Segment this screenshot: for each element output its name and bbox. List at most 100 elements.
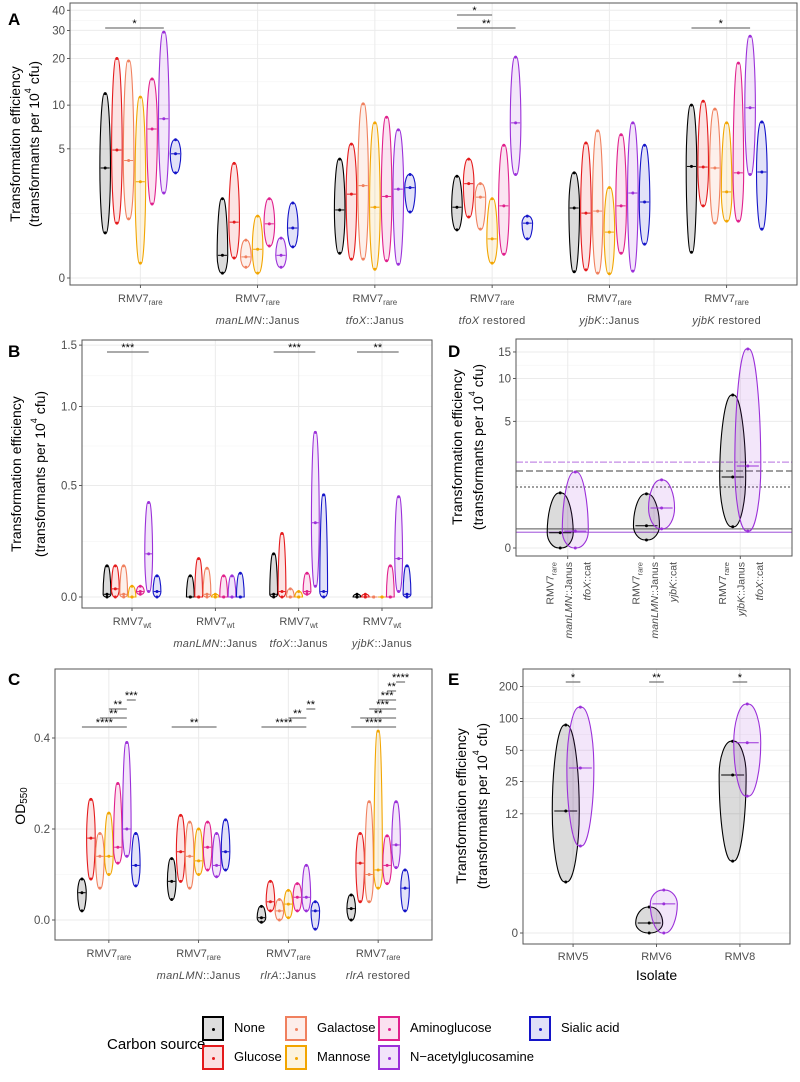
x-axis-title: Isolate	[636, 967, 677, 983]
label-subscript: rare	[266, 298, 281, 307]
label-run: ::Janus	[220, 638, 258, 650]
y-tick-label: 1.0	[61, 401, 77, 413]
violin-group: *** RMV7wt	[102, 342, 162, 630]
violin	[202, 567, 212, 598]
violin	[256, 905, 267, 923]
data-point	[396, 128, 400, 132]
data-point	[373, 267, 377, 271]
data-point	[130, 584, 134, 588]
data-point	[760, 227, 764, 231]
data-point	[380, 595, 384, 599]
data-point	[731, 475, 735, 479]
data-point	[748, 106, 752, 110]
data-point	[130, 595, 134, 599]
y-axis-title-main: Transformation efficiency	[449, 369, 465, 525]
label-run: ::Janus	[203, 970, 241, 982]
violin	[310, 901, 321, 930]
label-run: restored	[479, 315, 525, 327]
label-run: rlrA	[260, 970, 278, 982]
data-point	[162, 191, 166, 195]
y-tick-label: 50	[505, 745, 518, 757]
label-subscript: wt	[309, 621, 319, 630]
violin	[373, 730, 383, 889]
data-point	[197, 557, 201, 561]
y-tick-label: 0	[59, 273, 65, 285]
data-point	[644, 492, 648, 496]
data-point	[689, 164, 693, 168]
label-subscript: rare	[549, 562, 558, 575]
data-point	[376, 886, 380, 890]
data-point	[89, 797, 93, 801]
data-point	[643, 242, 647, 246]
data-point	[689, 103, 693, 107]
data-point	[244, 255, 248, 259]
y-tick-label: 0.5	[61, 481, 77, 493]
significance-label: ***	[288, 342, 302, 354]
data-point	[322, 595, 326, 599]
data-point	[408, 173, 412, 177]
y-axis-title-superscript: 4	[23, 88, 33, 93]
violin	[269, 553, 279, 598]
data-point	[358, 861, 362, 865]
data-point	[256, 247, 260, 251]
data-point	[205, 592, 209, 596]
x-tick-label: tfoX::cat	[754, 562, 766, 601]
label-run: ::Janus	[602, 315, 640, 327]
y-axis-title-line2: (transformants per 104 cfu)	[23, 61, 42, 227]
data-point	[578, 705, 582, 709]
data-point	[297, 595, 301, 599]
data-point	[162, 30, 166, 34]
plot-background	[70, 3, 797, 285]
data-point	[279, 236, 283, 240]
data-point	[607, 230, 611, 234]
data-point	[367, 800, 371, 804]
label-run: manLMN	[173, 638, 219, 650]
label-run: RMV7	[87, 948, 118, 960]
violin	[193, 828, 204, 876]
label-run: restored	[715, 315, 761, 327]
violin	[277, 532, 287, 598]
data-point	[760, 170, 764, 174]
x-tick-label: RMV7rare	[118, 293, 163, 307]
plot-border	[81, 339, 433, 609]
data-point	[573, 546, 577, 550]
label-run: manLMN	[563, 595, 575, 638]
data-point	[760, 120, 764, 124]
data-point	[80, 891, 84, 895]
data-point	[220, 271, 224, 275]
data-point	[361, 184, 365, 188]
data-point	[197, 827, 201, 831]
data-point	[295, 895, 299, 899]
label-subscript: wt	[142, 621, 152, 630]
data-point	[525, 221, 529, 225]
data-point	[313, 909, 317, 913]
data-point	[584, 268, 588, 272]
violin	[122, 60, 135, 220]
data-point	[206, 845, 210, 849]
data-point	[572, 270, 576, 274]
data-point	[162, 117, 166, 121]
label-run: manLMN	[649, 595, 661, 638]
data-point	[385, 882, 389, 886]
violin	[175, 814, 186, 882]
data-point	[127, 159, 131, 163]
y-axis-title-superscript: 4	[467, 391, 477, 396]
violin	[369, 122, 381, 270]
label-run: RMV7	[470, 293, 501, 305]
label-run: ::Janus	[262, 315, 300, 327]
data-point	[224, 868, 228, 872]
label-run: RMV7	[717, 575, 729, 604]
data-point	[403, 868, 407, 872]
data-point	[286, 902, 290, 906]
data-point	[385, 834, 389, 838]
data-point	[155, 595, 159, 599]
data-point	[313, 927, 317, 931]
violin	[744, 35, 756, 176]
plot-background	[55, 669, 432, 940]
y-axis-title-superscript: 4	[471, 750, 481, 755]
y-tick-label: 1.5	[61, 340, 77, 352]
